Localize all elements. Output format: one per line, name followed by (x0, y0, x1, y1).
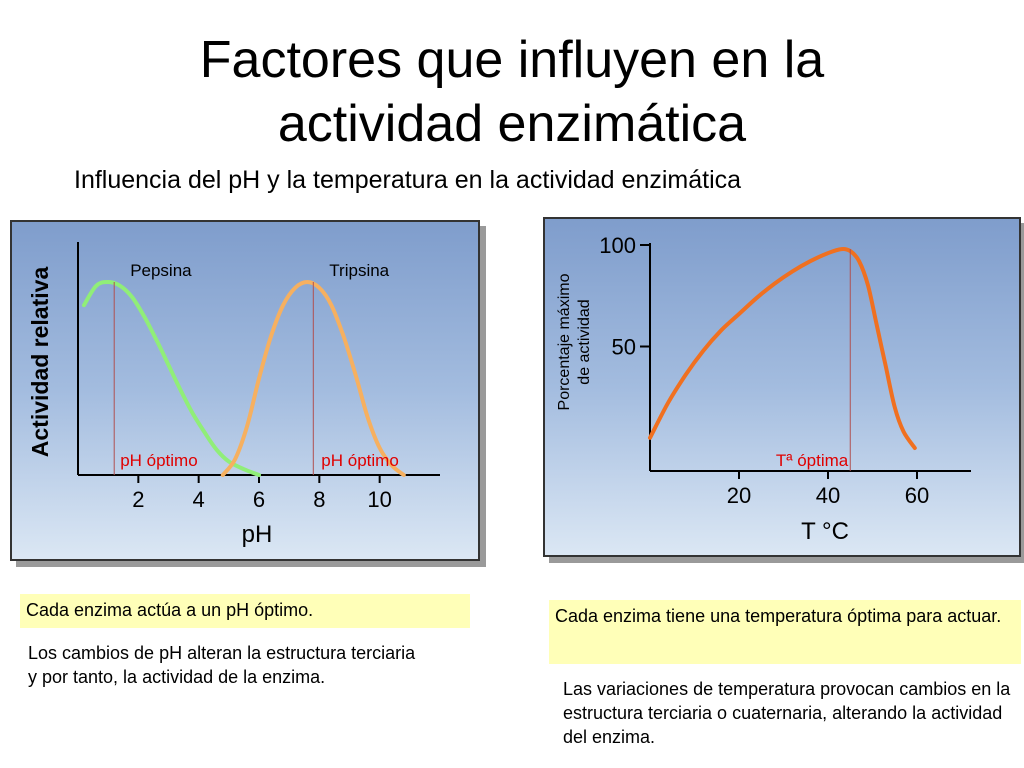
ph-highlight-note: Cada enzima actúa a un pH óptimo. (20, 594, 470, 628)
y-axis-label-line1: Porcentaje máximo (556, 273, 573, 410)
x-tick-label: 6 (253, 487, 265, 512)
x-axis-label: pH (242, 521, 273, 548)
y-tick-label: 50 (612, 335, 636, 360)
x-tick-label: 60 (905, 483, 929, 508)
ph-chart-panel: 2 4 6 8 10 pH Actividad relativa Pepsina pH ópti… (10, 220, 480, 561)
ph-explanation: Los cambios de pH alteran la estructura … (28, 643, 416, 687)
temperature-chart: 50 100 20 40 60 T °C Porcentaje máximo de activ… (556, 233, 971, 545)
series-line-pepsina (82, 279, 261, 477)
temperature-explanation: Las variaciones de temperatura provocan … (563, 679, 1011, 747)
slide-title-line2: actividad enzimática (277, 95, 747, 153)
x-tick-label: 10 (367, 487, 391, 512)
optimum-label: pH óptimo (120, 451, 197, 470)
x-tick-label: 20 (727, 483, 751, 508)
y-tick-label: 100 (599, 233, 636, 258)
slide-subtitle: Influencia del pH y la temperatura en la… (74, 166, 742, 194)
optimum-label: Tª óptima (776, 451, 849, 470)
optimum-label: pH óptimo (321, 451, 398, 470)
x-tick-label: 4 (193, 487, 205, 512)
temperature-highlight-note: Cada enzima tiene una temperatura óptima… (549, 600, 1021, 664)
x-tick-label: 8 (313, 487, 325, 512)
temperature-chart-panel: 50 100 20 40 60 T °C Porcentaje máximo de activ… (543, 217, 1021, 557)
y-axis-label-line2: de actividad (576, 299, 593, 384)
y-axis-label: Actividad relativa (27, 267, 53, 458)
slide-title-line1: Factores que influyen en la (199, 31, 825, 89)
series-label: Tripsina (329, 261, 389, 280)
series-label: Pepsina (130, 261, 192, 280)
x-tick-label: 2 (132, 487, 144, 512)
temperature-curve (648, 246, 917, 450)
x-axis-label: T °C (801, 518, 849, 545)
ph-chart: 2 4 6 8 10 pH Actividad relativa Pepsina pH ópti… (27, 242, 440, 548)
x-tick-label: 40 (816, 483, 840, 508)
